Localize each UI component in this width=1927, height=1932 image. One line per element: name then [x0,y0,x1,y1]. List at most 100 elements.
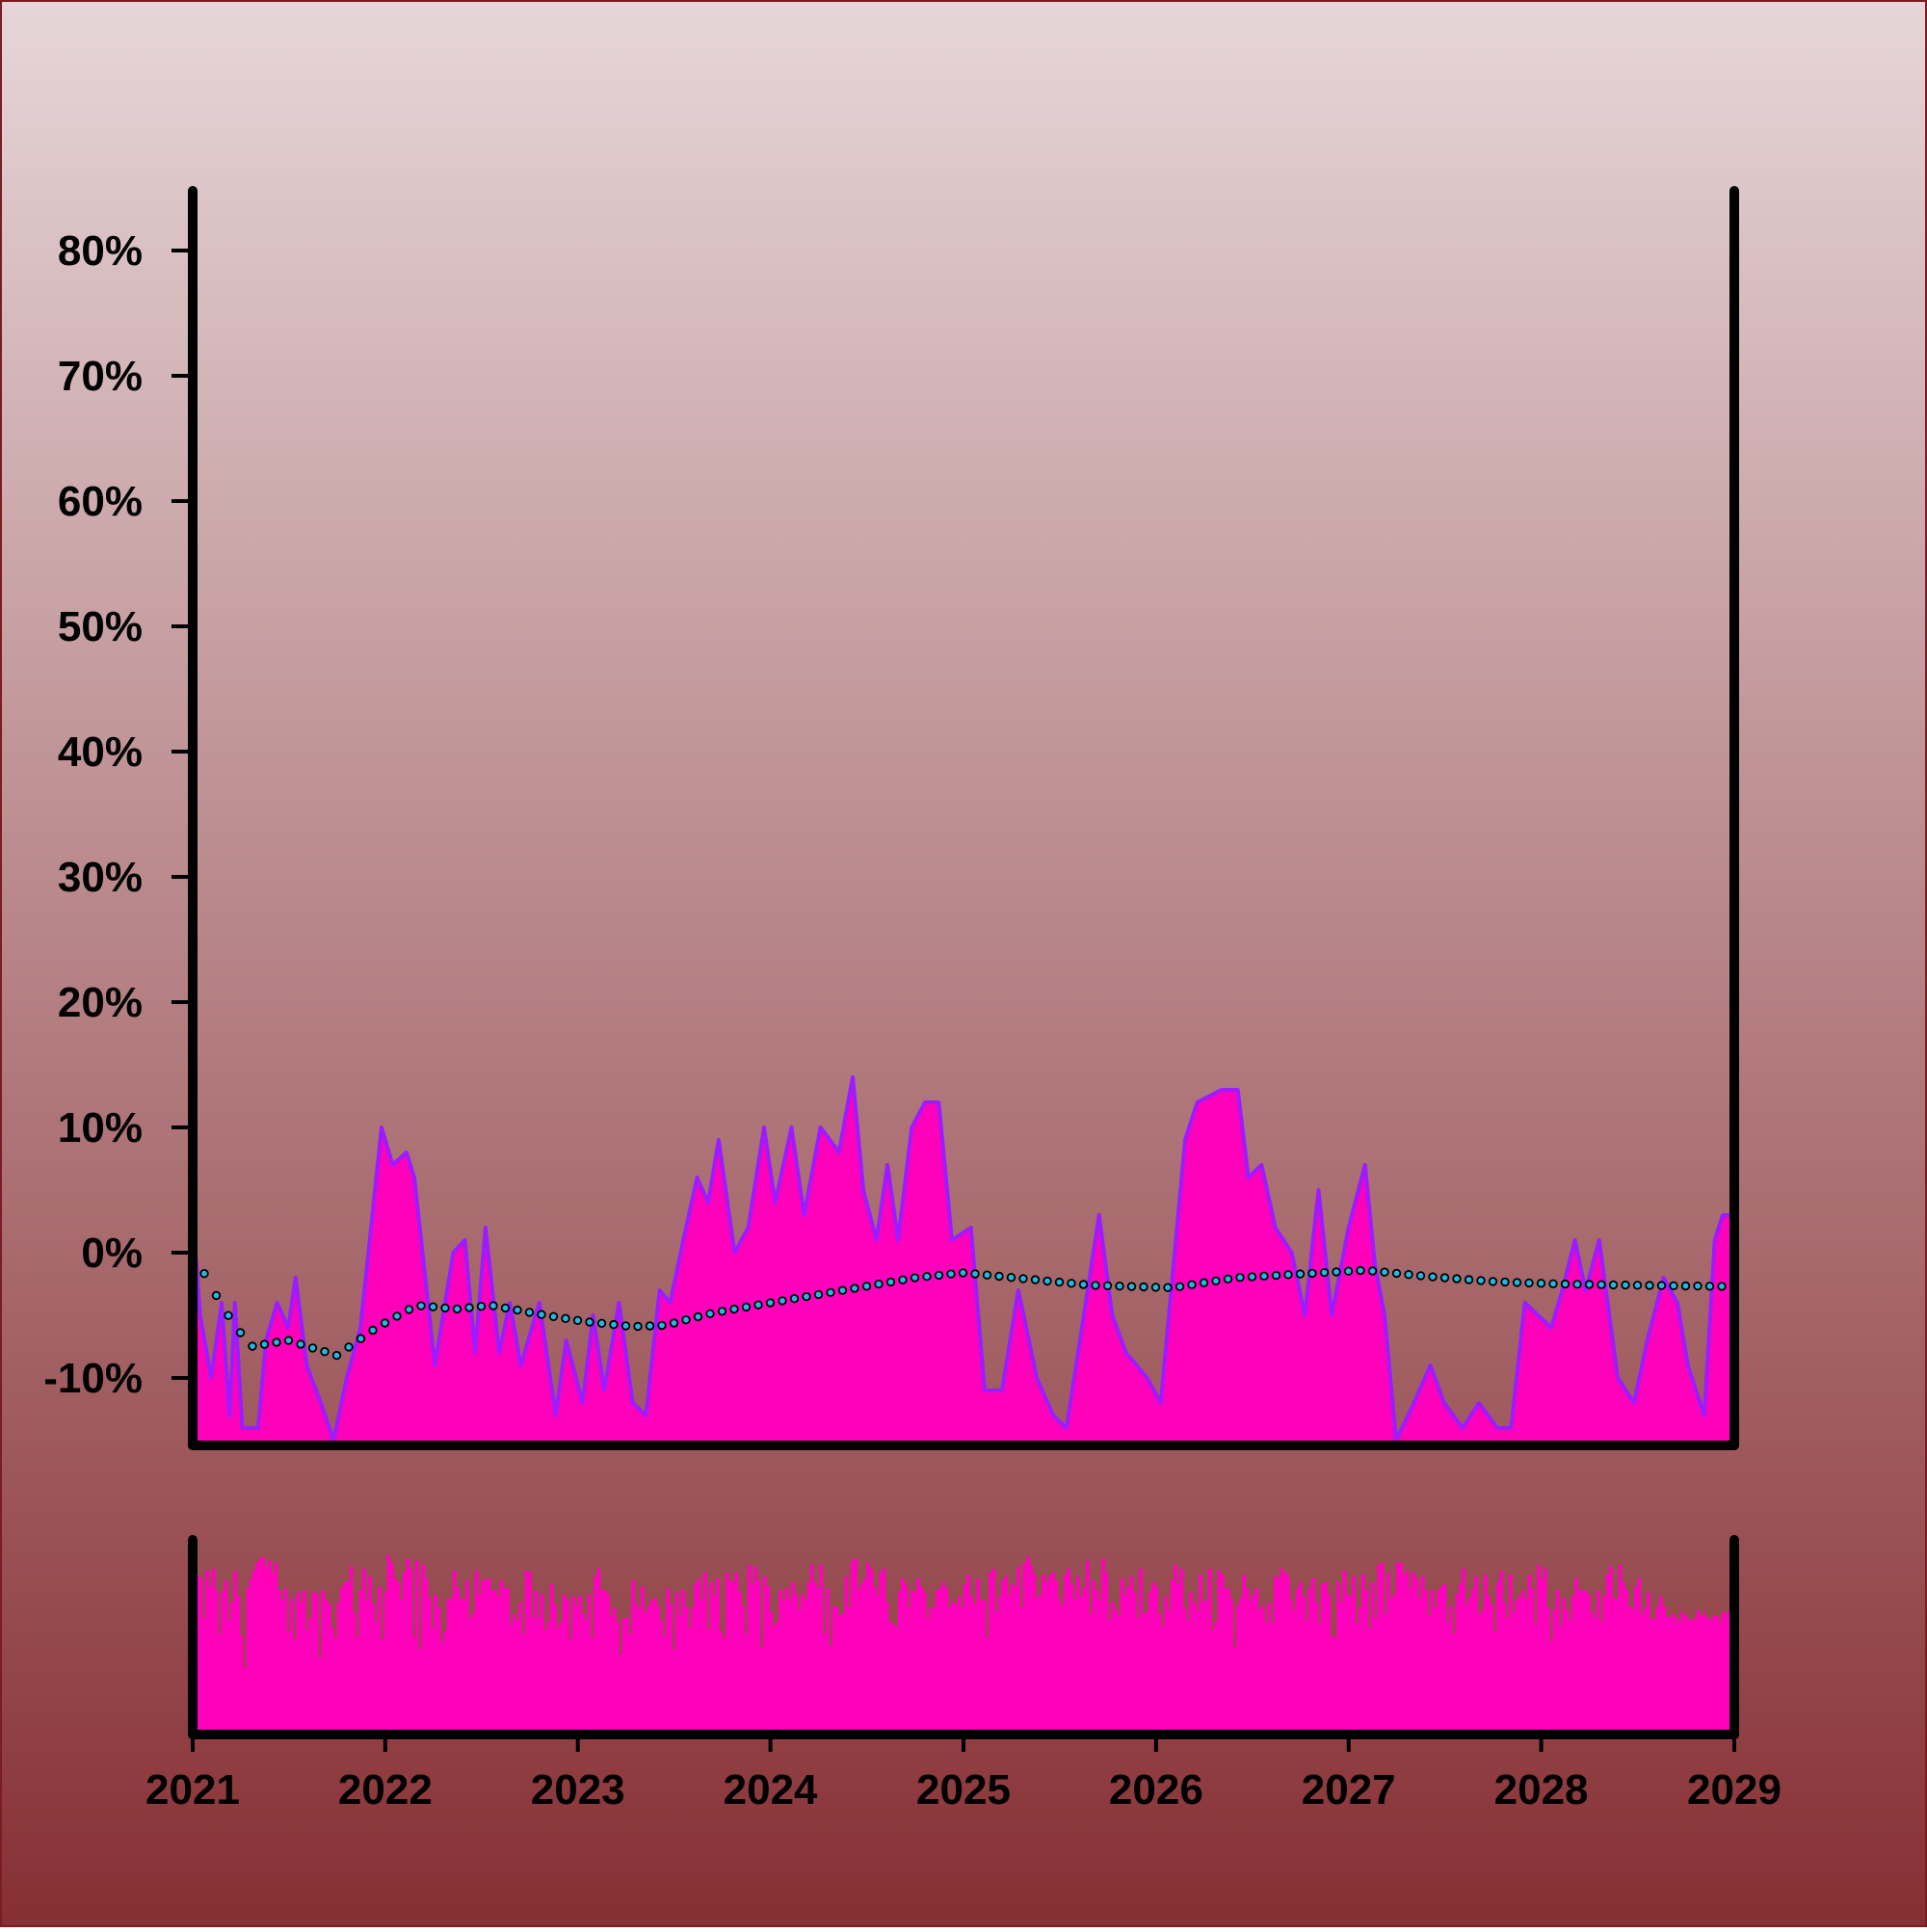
volume-bar [829,1645,833,1734]
volume-bar [1537,1564,1541,1734]
volume-bar [1658,1596,1663,1734]
volume-bar [1314,1601,1319,1734]
volume-bar [221,1592,225,1734]
x-tick-label: 2027 [1302,1766,1396,1813]
volume-bar [283,1588,288,1734]
volume-bar [1317,1624,1322,1734]
trend-marker [922,1271,932,1282]
volume-bar [1001,1580,1005,1734]
trend-marker [488,1301,498,1310]
volume-bar [1185,1620,1190,1734]
trend-marker [1163,1283,1173,1292]
volume-bar [1026,1556,1030,1734]
volume-bar [1120,1578,1124,1734]
trend-marker [765,1298,776,1308]
trend-marker [320,1346,330,1357]
volume-bar [1345,1594,1350,1734]
volume-bar [691,1607,695,1734]
volume-bar [1533,1624,1538,1734]
y-tick-label: 40% [58,728,143,776]
volume-bar [875,1594,880,1734]
trend-marker [1608,1280,1619,1290]
volume-bar [1502,1601,1507,1734]
volume-bar [1643,1607,1648,1734]
volume-bar [383,1592,388,1734]
volume-bar [1298,1582,1303,1734]
volume-bar [719,1631,724,1734]
volume-bar [1705,1618,1710,1734]
volume-bar [1101,1558,1105,1734]
volume-bar [1352,1576,1357,1734]
volume-bar [872,1586,877,1734]
trend-marker [1235,1272,1245,1283]
volume-bar [960,1607,964,1734]
volume-bar [1207,1568,1212,1734]
volume-bar [850,1560,855,1734]
volume-bar [1571,1596,1575,1734]
volume-bar [305,1629,309,1734]
trend-marker [224,1310,233,1320]
volume-bar [847,1607,852,1734]
volume-bar [994,1611,999,1734]
volume-bar [1565,1609,1570,1734]
volume-bar [1602,1596,1607,1734]
volume-bar [1650,1620,1654,1734]
volume-bar [1392,1594,1397,1734]
volume-bar [1229,1600,1234,1734]
volume-bar [249,1578,253,1734]
volume-bar [731,1582,736,1734]
trend-marker [1656,1281,1667,1290]
volume-bar [1646,1592,1650,1734]
volume-bar [1512,1611,1516,1734]
volume-bar [1630,1609,1635,1734]
volume-bar [1599,1622,1604,1734]
trend-marker [211,1290,222,1301]
volume-bar [349,1566,354,1734]
trend-marker [404,1305,414,1314]
volume-bar [352,1611,356,1734]
trend-marker [898,1275,908,1284]
volume-bar [1342,1570,1347,1734]
volume-bar [725,1572,729,1734]
volume-bar [687,1628,692,1734]
volume-bar [1310,1578,1315,1734]
trend-marker [885,1277,896,1287]
volume-bar [1242,1575,1247,1734]
volume-bar [1176,1584,1180,1734]
volume-bar [910,1590,914,1734]
volume-bar [1389,1598,1394,1734]
volume-bar [562,1594,567,1734]
trend-marker [1126,1282,1137,1291]
volume-bar [976,1578,980,1734]
volume-bar [499,1580,504,1734]
volume-bar [512,1614,516,1734]
trend-marker [1175,1282,1185,1291]
trend-marker [705,1309,715,1318]
volume-bar [1220,1575,1225,1734]
volume-bar [884,1601,889,1734]
volume-bar [1035,1598,1040,1734]
volume-bar [446,1598,451,1734]
trend-marker [1428,1272,1438,1282]
volume-bar [1047,1576,1052,1734]
volume-bar [1708,1620,1713,1734]
volume-bar [979,1600,984,1734]
volume-bar [1437,1590,1440,1734]
volume-bar [389,1562,394,1734]
volume-bar [1289,1600,1294,1734]
trend-marker [1464,1275,1474,1284]
volume-bar [537,1618,541,1734]
volume-bar [1412,1572,1415,1734]
volume-bar [932,1607,937,1734]
volume-bar [324,1600,329,1734]
volume-bar [882,1568,886,1734]
volume-bar [862,1578,867,1734]
volume-bar [243,1667,247,1734]
trend-marker [1259,1271,1269,1281]
volume-bar [246,1588,251,1734]
volume-bar [1327,1594,1332,1734]
volume-bar [1455,1594,1460,1734]
volume-bar [346,1582,351,1734]
volume-bar [487,1578,491,1734]
volume-bar [268,1560,272,1734]
